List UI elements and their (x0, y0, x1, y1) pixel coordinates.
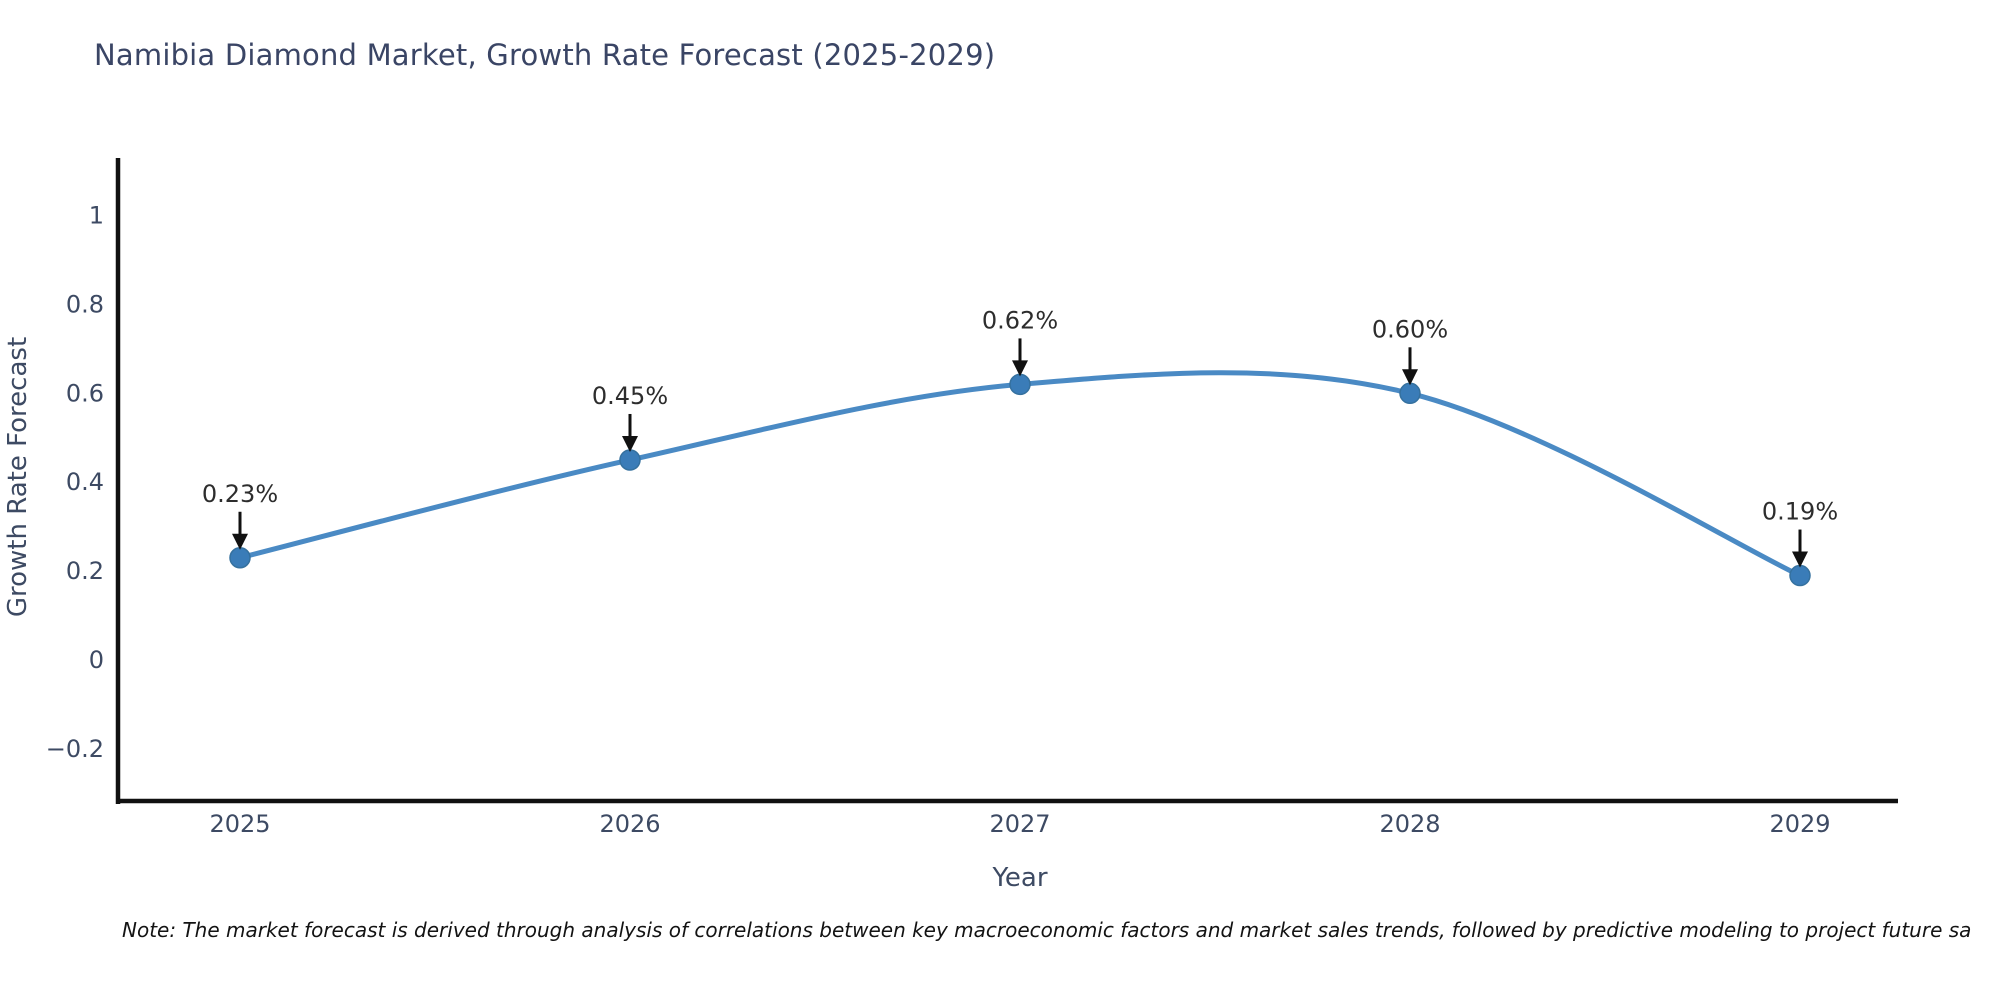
forecast-line (237, 370, 1803, 579)
data-point-marker (1399, 382, 1421, 405)
data-point-value-label: 0.19% (1762, 498, 1838, 526)
data-point-value-label: 0.62% (982, 306, 1058, 334)
annotation-arrow-head (1012, 360, 1028, 377)
data-point-marker (1789, 564, 1811, 587)
data-point-marker (1009, 373, 1031, 396)
y-axis-tick-label: 0 (89, 646, 104, 674)
annotation-arrow-head (1402, 369, 1418, 386)
y-axis-tick-label: 0.2 (66, 557, 104, 585)
x-axis-tick-label: 2029 (1769, 810, 1830, 838)
x-axis-tick-label: 2028 (1379, 810, 1440, 838)
data-point-marker (619, 449, 641, 471)
x-axis-title: Year (991, 863, 1047, 893)
y-axis-tick-label: 1 (89, 202, 104, 230)
y-axis-tick-label: −0.2 (46, 735, 104, 763)
chart-footnote: Note: The market forecast is derived thr… (122, 918, 1972, 942)
data-point-value-label: 0.23% (202, 480, 278, 508)
y-axis-title: Growth Rate Forecast (3, 337, 33, 617)
x-axis-tick-label: 2026 (599, 810, 660, 838)
y-axis-tick-label: 0.4 (66, 468, 104, 496)
data-point-marker (229, 547, 251, 569)
y-axis-tick-label: 0.6 (66, 379, 104, 407)
annotation-arrow-head (622, 435, 638, 452)
data-point-value-label: 0.60% (1372, 315, 1448, 343)
chart-title: Namibia Diamond Market, Growth Rate Fore… (94, 38, 996, 72)
x-axis-tick-label: 2027 (989, 810, 1050, 838)
data-point-value-label: 0.45% (592, 382, 668, 410)
annotation-arrow-head (232, 533, 248, 550)
y-axis-tick-label: 0.8 (66, 290, 104, 318)
annotation-arrow-head (1792, 551, 1808, 568)
x-axis-tick-label: 2025 (209, 810, 270, 838)
